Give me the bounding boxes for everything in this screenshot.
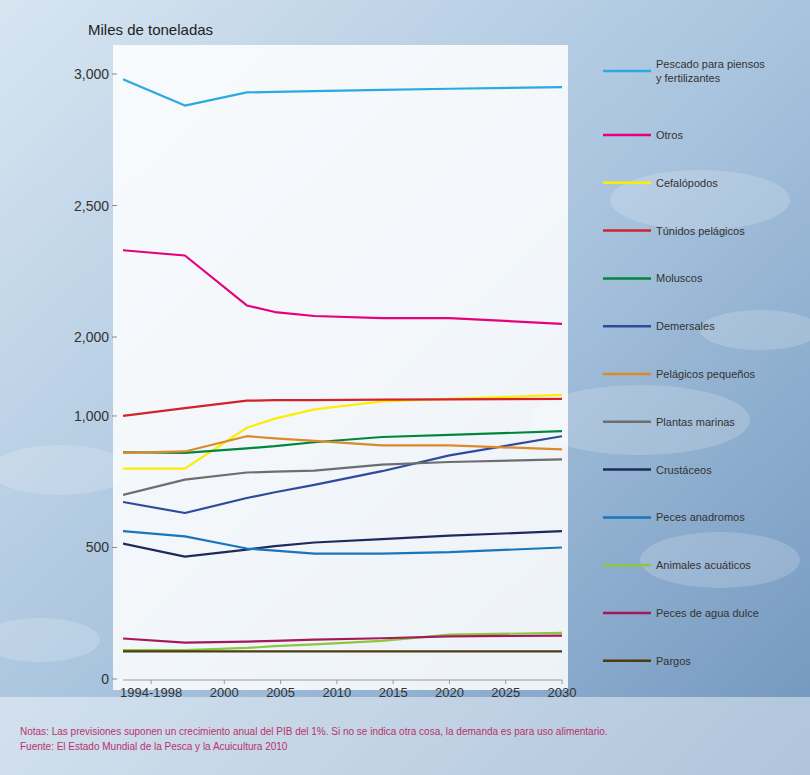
legend-label: Túnidos pelágicos	[656, 225, 745, 237]
legend-label-line: Peces anadromos	[656, 511, 745, 523]
decoration	[640, 532, 800, 588]
legend-label-line: Moluscos	[656, 272, 703, 284]
legend-label-line: Peces de agua dulce	[656, 607, 759, 619]
legend-swatch	[603, 612, 651, 615]
x-tick	[393, 680, 394, 684]
x-axis-line	[123, 680, 562, 681]
decoration	[700, 310, 810, 350]
legend-label-line: Túnidos pelágicos	[656, 225, 745, 237]
legend-label: Otros	[656, 129, 683, 141]
legend-swatch	[603, 468, 651, 471]
x-tick	[562, 680, 563, 684]
x-tick-label: 2005	[266, 685, 295, 700]
y-tick-label: 2,500	[74, 198, 109, 214]
series-line	[123, 431, 562, 453]
y-tick-label: 1,000	[74, 408, 109, 424]
legend-label-line: Cefalópodos	[656, 177, 718, 189]
decoration	[0, 445, 130, 495]
background	[0, 0, 810, 775]
x-tick	[449, 680, 450, 684]
legend-label: Peces de agua dulce	[656, 607, 759, 619]
legend-label-line: y fertilizantes	[656, 72, 721, 84]
x-tick	[224, 680, 225, 684]
legend-swatch	[603, 516, 651, 519]
legend-label: Plantas marinas	[656, 416, 735, 428]
legend-swatch	[603, 70, 651, 73]
legend-swatch	[603, 277, 651, 280]
legend-label: Cefalópodos	[656, 177, 718, 189]
notes: Notas: Las previsiones suponen un crecim…	[20, 726, 608, 737]
legend-label: Moluscos	[656, 272, 703, 284]
legend-label-line: Pescado para piensos	[656, 58, 765, 70]
legend-swatch	[603, 182, 651, 185]
y-tick-label: 500	[86, 539, 110, 555]
legend-label-line: Otros	[656, 129, 683, 141]
x-tick	[280, 680, 281, 684]
legend-swatch	[603, 421, 651, 424]
legend-label: Animales acuáticos	[656, 559, 751, 571]
series-line	[123, 636, 562, 643]
series-line	[123, 436, 562, 453]
legend-label: Peces anadromos	[656, 511, 745, 523]
chart: Miles de toneladas 0 500 1,000 2,000 2,500 3,0…	[0, 0, 810, 775]
legend-swatch	[603, 660, 651, 663]
plot-area	[123, 79, 562, 651]
y-tick	[112, 415, 117, 416]
decoration	[610, 170, 790, 230]
x-tick-label: 1994-1998	[120, 685, 182, 700]
x-tick	[336, 680, 337, 684]
x-tick	[505, 680, 506, 684]
legend-label: Demersales	[656, 320, 715, 332]
x-tick-label: 2015	[379, 685, 408, 700]
y-tick-label: 3,000	[74, 66, 109, 82]
legend-label-line: Plantas marinas	[656, 416, 735, 428]
x-tick-label: 2020	[435, 685, 464, 700]
legend-swatch	[603, 229, 651, 232]
legend-label: Pescado para piensos y fertilizantes	[656, 58, 765, 84]
legend-label-line: Crustáceos	[656, 464, 712, 476]
series-line	[123, 633, 562, 650]
legend-label-line: Animales acuáticos	[656, 559, 751, 571]
legend-label: Crustáceos	[656, 464, 712, 476]
y-tick	[112, 74, 117, 75]
y-tick-label: 2,000	[74, 329, 109, 345]
series-line	[123, 395, 562, 469]
series-line	[123, 650, 562, 652]
legend-swatch	[603, 134, 651, 137]
series-line	[123, 79, 562, 105]
plot-panel	[113, 45, 568, 690]
series-line	[123, 459, 562, 495]
legend-label: Pargos	[656, 655, 691, 667]
legend-label-line: Pargos	[656, 655, 691, 667]
y-tick	[112, 337, 117, 338]
y-tick	[112, 205, 117, 206]
legend-label-line: Demersales	[656, 320, 715, 332]
x-tick-label: 2025	[491, 685, 520, 700]
legend-swatch	[603, 564, 651, 567]
x-tick-label: 2010	[322, 685, 351, 700]
x-tick-label: 2030	[548, 685, 577, 700]
series-line	[123, 250, 562, 324]
footer-panel	[0, 697, 810, 775]
y-tick-label: 0	[101, 671, 109, 687]
legend-swatch	[603, 325, 651, 328]
y-tick	[112, 547, 117, 548]
x-tick	[151, 680, 152, 684]
legend-swatch	[603, 373, 651, 376]
legend-label: Pelágicos pequeños	[656, 368, 756, 380]
series-line	[123, 399, 562, 416]
x-tick-label: 2000	[210, 685, 239, 700]
decoration	[0, 618, 100, 662]
series-line	[123, 436, 562, 513]
series-line	[123, 531, 562, 557]
legend-label-line: Pelágicos pequeños	[656, 368, 756, 380]
source: Fuente: El Estado Mundial de la Pesca y …	[20, 741, 288, 752]
y-tick	[112, 679, 117, 680]
series-line	[123, 531, 562, 553]
y-axis-label: Miles de toneladas	[88, 21, 213, 38]
